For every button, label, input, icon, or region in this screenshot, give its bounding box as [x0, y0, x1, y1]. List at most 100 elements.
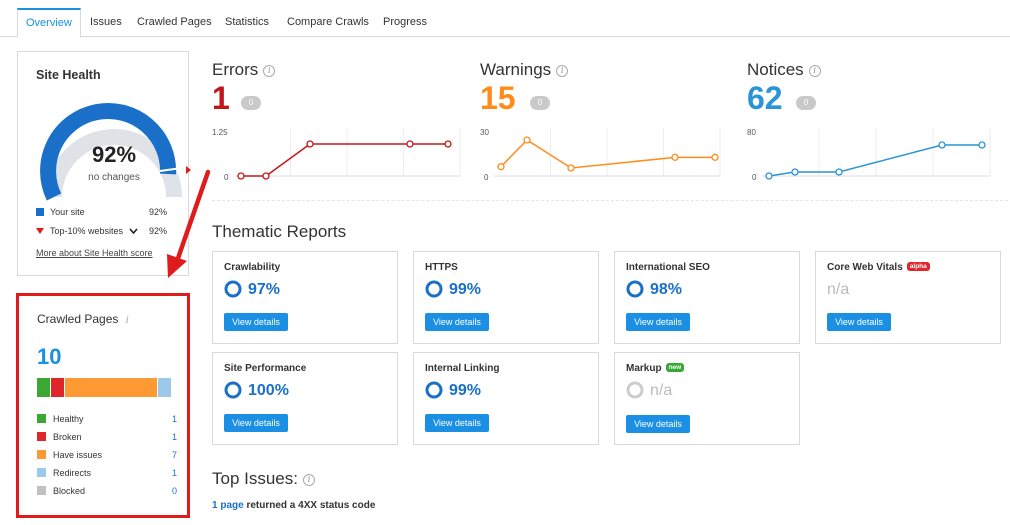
card-score[interactable]: 99% [449, 382, 482, 399]
notices-title-text: Notices [747, 60, 804, 79]
chart-point[interactable] [765, 172, 773, 180]
chart-point[interactable] [306, 140, 314, 148]
card-name: Internal Linking [425, 363, 500, 374]
bar-healthy[interactable] [37, 378, 50, 397]
card-score[interactable]: 98% [650, 281, 683, 298]
progress-ring-icon [425, 381, 443, 399]
card-score[interactable]: 97% [248, 281, 281, 298]
card-score[interactable]: 99% [449, 281, 482, 298]
bar-have-issues[interactable] [65, 378, 157, 397]
info-icon[interactable]: i [808, 65, 821, 77]
notices-count[interactable]: 62 [747, 80, 783, 116]
card-internal-linking: Internal Linking 99% View details [413, 352, 599, 445]
chart-point[interactable] [444, 140, 452, 148]
card-https: HTTPS 99% View details [413, 251, 599, 344]
view-details-button[interactable]: View details [827, 313, 891, 331]
tab-issues[interactable]: Issues [90, 16, 122, 28]
notices-delta-badge: 0 [796, 96, 816, 110]
chart-point[interactable] [497, 163, 505, 171]
alpha-badge: alpha [906, 262, 930, 271]
warnings-delta-badge: 0 [530, 96, 550, 110]
broken-swatch [37, 432, 46, 441]
blocked-count[interactable]: 0 [171, 486, 177, 496]
card-score[interactable]: 100% [248, 382, 289, 399]
chart-point[interactable] [671, 153, 679, 161]
warnings-count[interactable]: 15 [480, 80, 516, 116]
chart-line [500, 139, 715, 169]
view-details-button[interactable]: View details [425, 313, 489, 331]
tab-crawled-pages[interactable]: Crawled Pages [137, 16, 212, 28]
chart-point[interactable] [978, 141, 986, 149]
redirects-count[interactable]: 1 [171, 468, 177, 478]
site-health-link[interactable]: More about Site Health score [36, 248, 153, 258]
warnings-ymin: 0 [484, 173, 489, 182]
chart-point[interactable] [406, 140, 414, 148]
legend-your-site: Your site [36, 207, 85, 217]
info-icon[interactable]: i [303, 474, 315, 486]
chart-point[interactable] [711, 153, 719, 161]
crawled-pages-bar [37, 378, 172, 397]
issue-page-link[interactable]: 1 page [212, 500, 244, 511]
view-details-button[interactable]: View details [626, 313, 690, 331]
chart-point[interactable] [523, 136, 531, 144]
chart-point[interactable] [237, 172, 245, 180]
view-details-button[interactable]: View details [224, 414, 288, 432]
legend-blocked: Blocked [37, 486, 85, 496]
card-name: HTTPS [425, 262, 458, 273]
info-icon[interactable]: i [263, 65, 276, 77]
crawled-pages-card: Crawled Pages i 10 Healthy 1 Broken 1 Ha… [16, 293, 190, 518]
top-issue-item: 1 page returned a 4XX status code [212, 500, 375, 511]
tab-compare-crawls[interactable]: Compare Crawls [287, 16, 369, 28]
warnings-title: Warnings i [480, 60, 569, 80]
bar-redirects[interactable] [158, 378, 171, 397]
annotation-arrow-icon [167, 169, 211, 278]
site-health-subtitle: no changes [88, 172, 140, 183]
card-international-seo: International SEO 98% View details [614, 251, 800, 344]
card-name: Site Performance [224, 363, 307, 374]
card-name: Markup new [626, 363, 685, 374]
card-name-text: Markup [626, 363, 662, 374]
notices-ymin: 0 [752, 173, 757, 182]
errors-ymax: 1.25 [212, 128, 228, 137]
card-score: n/a [827, 281, 850, 298]
progress-ring-icon [425, 280, 443, 298]
crawled-pages-count[interactable]: 10 [37, 344, 62, 369]
chart-point[interactable] [567, 164, 575, 172]
card-site-performance: Site Performance 100% View details [212, 352, 398, 445]
legend-top-10[interactable]: Top-10% websites [36, 226, 138, 236]
top-issues-title: Top Issues: i [212, 469, 315, 489]
site-health-percent: 92% [91, 142, 137, 167]
tab-statistics[interactable]: Statistics [225, 16, 270, 28]
errors-title-text: Errors [212, 60, 259, 79]
healthy-count[interactable]: 1 [171, 414, 177, 424]
tab-progress[interactable]: Progress [383, 16, 428, 28]
thematic-reports-title: Thematic Reports [212, 222, 347, 241]
site-health-card: Site Health 92% no changes Your site 92%… [17, 51, 191, 276]
broken-count[interactable]: 1 [171, 432, 177, 442]
view-details-button[interactable]: View details [224, 313, 288, 331]
errors-ymin: 0 [224, 173, 229, 182]
have-issues-count[interactable]: 7 [171, 450, 177, 460]
chart-line [241, 143, 448, 177]
progress-ring-icon [626, 280, 644, 298]
healthy-swatch [37, 414, 46, 423]
view-details-button[interactable]: View details [425, 414, 489, 432]
info-icon[interactable]: i [556, 65, 569, 77]
tab-overview[interactable]: Overview [17, 8, 81, 38]
view-details-button[interactable]: View details [626, 415, 690, 433]
chart-point[interactable] [938, 141, 946, 149]
legend-label: Have issues [53, 450, 103, 460]
errors-delta-badge: 0 [241, 96, 261, 110]
progress-ring-icon [224, 280, 242, 298]
chart-point[interactable] [791, 168, 799, 176]
triangle-down-icon [36, 228, 44, 234]
errors-count[interactable]: 1 [212, 80, 230, 116]
legend-label: Healthy [53, 414, 84, 424]
chevron-down-icon [128, 228, 138, 235]
chart-point[interactable] [835, 168, 843, 176]
info-icon[interactable]: i [125, 315, 129, 326]
card-core-web-vitals: Core Web Vitals alpha n/a View details [815, 251, 1001, 344]
bar-broken[interactable] [51, 378, 64, 397]
chart-point[interactable] [262, 172, 270, 180]
site-health-gauge: 92% no changes [34, 94, 194, 244]
